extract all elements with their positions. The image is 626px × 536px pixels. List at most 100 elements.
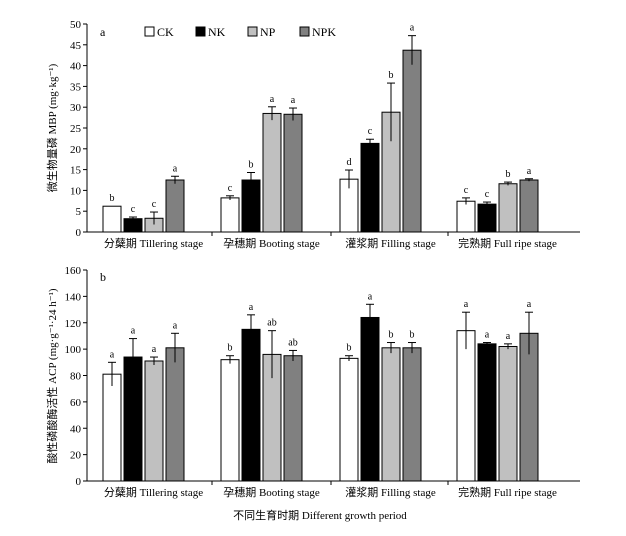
significance-letter: c	[464, 185, 469, 196]
bar-ck	[102, 205, 122, 233]
y-tick-label: 80	[70, 371, 82, 383]
category-label: 孕穗期 Booting stage	[223, 486, 320, 499]
significance-letter: a	[506, 331, 511, 342]
panel-a-mbp: a 微生物量磷 MBP (mg·kg⁻¹) CK NK NP NPK 0 5 10 1…	[45, 19, 580, 250]
legend-label-ck: CK	[157, 25, 174, 39]
bar-np	[498, 183, 518, 233]
y-tick-label: 15	[70, 165, 82, 177]
bar-ck	[456, 330, 476, 482]
y-tick-label: 5	[76, 206, 82, 218]
significance-letter: c	[228, 183, 233, 194]
bar-nk	[360, 316, 380, 482]
significance-letter: c	[368, 126, 373, 137]
y-tick-label: 20	[70, 144, 82, 156]
significance-letter: ab	[288, 337, 297, 348]
bar-np	[144, 360, 164, 482]
category-label: 灌浆期 Filling stage	[345, 485, 436, 499]
bar-np	[262, 112, 282, 233]
category-label: 完熟期 Full ripe stage	[458, 485, 557, 499]
category-label: 分蘖期 Tillering stage	[104, 236, 203, 250]
significance-letter: b	[228, 343, 233, 354]
panel-b-ylabel: 酸性磷酸酶活性 ACP (mg·g⁻¹·24 h⁻¹)	[45, 288, 59, 463]
legend-swatch-npk	[299, 26, 310, 37]
significance-letter: a	[527, 166, 532, 177]
significance-letter: c	[152, 199, 157, 210]
y-tick-label: 140	[65, 291, 82, 303]
significance-letter: b	[347, 343, 352, 354]
legend-label-npk: NPK	[312, 25, 336, 39]
legend-label-nk: NK	[208, 25, 226, 39]
y-tick-label: 45	[70, 40, 82, 52]
bar-npk	[165, 179, 185, 233]
y-tick-label: 0	[76, 476, 82, 488]
significance-letter: a	[527, 299, 532, 310]
significance-letter: a	[291, 95, 296, 106]
bar-ck	[456, 200, 476, 233]
significance-letter: a	[410, 23, 415, 34]
legend-label-np: NP	[260, 25, 276, 39]
bar-ck	[220, 197, 240, 233]
bar-npk	[402, 49, 422, 233]
x-axis-title: 不同生育时期 Different growth period	[233, 508, 407, 522]
bar-nk	[360, 142, 380, 233]
bar-nk	[241, 179, 261, 233]
significance-letter: a	[270, 94, 275, 105]
bar-nk	[241, 328, 261, 482]
y-tick-label: 25	[70, 123, 82, 135]
bar-nk	[477, 343, 497, 482]
y-tick-label: 40	[70, 61, 82, 73]
significance-letter: b	[249, 160, 254, 171]
significance-letter: a	[464, 299, 469, 310]
panel-b-acp: b 酸性磷酸酶活性 ACP (mg·g⁻¹·24 h⁻¹) 0 20 40 60 80 1…	[45, 265, 580, 499]
significance-letter: c	[131, 204, 136, 215]
significance-letter: a	[152, 344, 157, 355]
bar-np	[498, 345, 518, 482]
significance-letter: a	[173, 320, 178, 331]
significance-letter: ab	[267, 318, 276, 329]
bar-nk	[477, 203, 497, 233]
significance-letter: a	[249, 302, 254, 313]
category-label: 完熟期 Full ripe stage	[458, 236, 557, 250]
y-tick-label: 60	[70, 397, 82, 409]
y-tick-label: 30	[70, 102, 82, 114]
significance-letter: d	[347, 157, 352, 168]
bar-npk	[519, 332, 539, 482]
panel-b-letter: b	[100, 270, 106, 284]
y-tick-label: 40	[70, 423, 82, 435]
bar-npk	[283, 355, 303, 482]
bar-ck	[220, 359, 240, 482]
y-tick-label: 10	[70, 185, 82, 197]
bar-ck	[102, 373, 122, 482]
y-tick-label: 50	[70, 19, 82, 31]
significance-letter: b	[410, 330, 415, 341]
significance-letter: b	[389, 70, 394, 81]
bar-nk	[123, 356, 143, 482]
legend-swatch-nk	[195, 26, 206, 37]
significance-letter: a	[173, 163, 178, 174]
significance-letter: a	[485, 330, 490, 341]
y-tick-label: 100	[65, 344, 82, 356]
category-label: 孕穗期 Booting stage	[223, 237, 320, 250]
significance-letter: a	[110, 349, 115, 360]
panel-a-ylabel: 微生物量磷 MBP (mg·kg⁻¹)	[45, 63, 59, 192]
legend: CK NK NP NPK	[144, 25, 336, 39]
bar-npk	[165, 347, 185, 482]
significance-letter: b	[110, 193, 115, 204]
significance-letter: c	[485, 189, 490, 200]
bar-ck	[339, 357, 359, 482]
significance-letter: a	[131, 326, 136, 337]
bar-np	[381, 347, 401, 482]
panel-a-letter: a	[100, 25, 106, 39]
bar-npk	[519, 179, 539, 233]
y-tick-label: 35	[70, 81, 82, 93]
bar-nk	[123, 218, 143, 233]
significance-letter: b	[389, 330, 394, 341]
significance-letter: a	[368, 291, 373, 302]
category-label: 灌浆期 Filling stage	[345, 236, 436, 250]
significance-letter: b	[506, 169, 511, 180]
legend-swatch-ck	[144, 26, 155, 37]
y-tick-label: 0	[76, 227, 82, 239]
category-label: 分蘖期 Tillering stage	[104, 485, 203, 499]
bar-npk	[402, 347, 422, 482]
